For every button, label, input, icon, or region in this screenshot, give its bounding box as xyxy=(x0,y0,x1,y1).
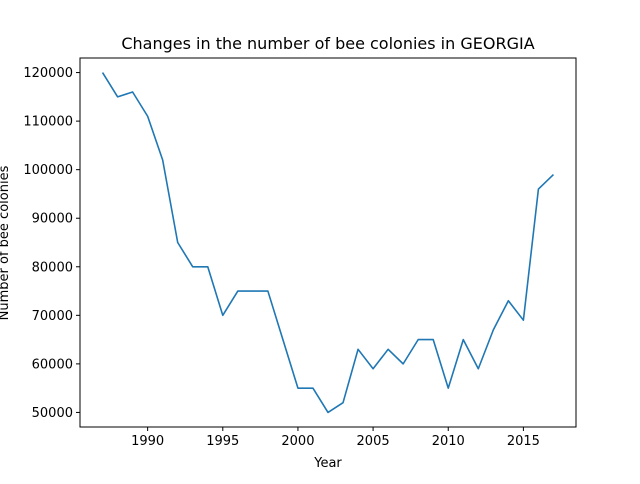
x-tick-label: 2000 xyxy=(281,434,314,449)
x-tick-label: 2010 xyxy=(432,434,465,449)
y-axis-label: Number of bee colonies xyxy=(0,165,12,320)
y-tick-label: 80000 xyxy=(32,260,73,275)
y-axis: 50000 60000 70000 80000 90000 100000 110000 120… xyxy=(23,66,80,421)
x-axis: 1990 1995 2000 2005 2010 2015 xyxy=(131,427,540,449)
y-tick-label: 90000 xyxy=(32,212,73,227)
y-tick-label: 50000 xyxy=(32,406,73,421)
x-axis-label: Year xyxy=(313,456,342,471)
y-tick-label: 100000 xyxy=(23,163,73,178)
y-tick-label: 110000 xyxy=(23,115,73,130)
y-tick-label: 60000 xyxy=(32,357,73,372)
x-tick-label: 1995 xyxy=(206,434,239,449)
series-line-0 xyxy=(103,73,554,413)
y-tick-label: 120000 xyxy=(23,66,73,81)
y-tick-label: 70000 xyxy=(32,309,73,324)
plot-frame xyxy=(80,58,576,427)
x-tick-label: 2015 xyxy=(507,434,540,449)
x-tick-label: 2005 xyxy=(357,434,390,449)
x-tick-label: 1990 xyxy=(131,434,164,449)
plot-area xyxy=(102,72,553,412)
chart-title: Changes in the number of bee colonies in… xyxy=(121,34,534,53)
